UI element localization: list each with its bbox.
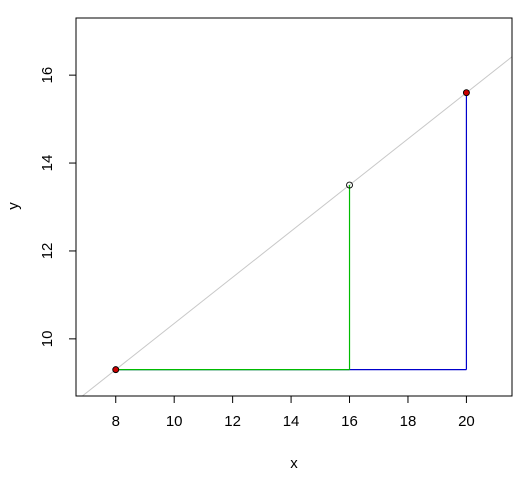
plot-frame: [75, 17, 513, 397]
reference-line: [82, 56, 513, 397]
y-tick-label: 14: [39, 155, 56, 172]
x-tick-label: 16: [341, 413, 358, 430]
y-tick-label: 16: [39, 67, 56, 84]
data-point-2: [346, 181, 353, 189]
y-tick-label: 10: [39, 331, 56, 348]
x-tick-label: 10: [166, 413, 183, 430]
data-point-0: [112, 366, 120, 374]
data-point-1: [462, 89, 470, 97]
x-tick-label: 12: [224, 413, 241, 430]
x-tick-label: 8: [112, 413, 120, 430]
y-axis-label: y: [5, 202, 22, 210]
x-axis-label: x: [290, 455, 298, 472]
x-tick-label: 14: [283, 413, 300, 430]
y-tick-label: 12: [39, 243, 56, 260]
x-tick-label: 18: [400, 413, 417, 430]
x-tick-label: 20: [458, 413, 475, 430]
